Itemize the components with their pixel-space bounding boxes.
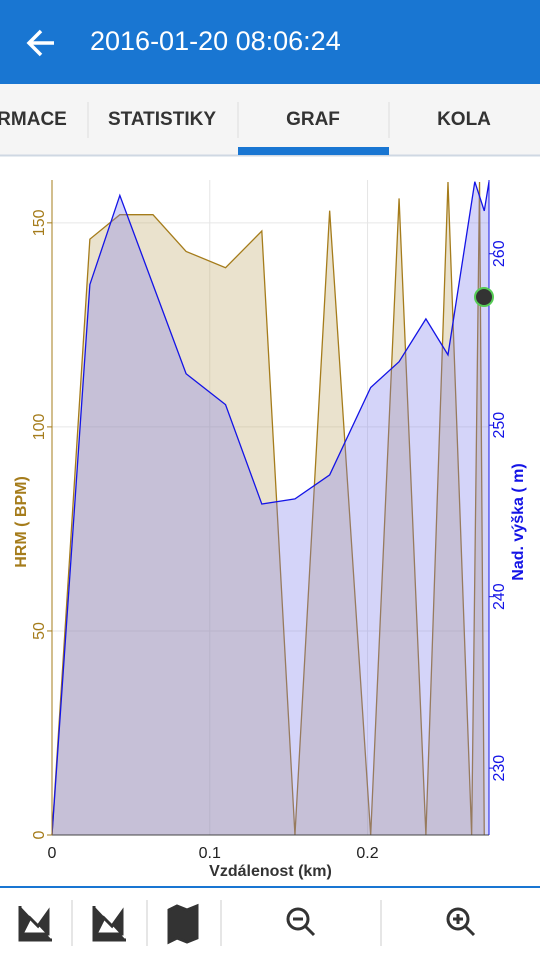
tab[interactable]: KOLA [437, 109, 491, 130]
area-fill [52, 181, 489, 835]
y2-tick-label: 240 [491, 583, 508, 610]
y-tick-label: 100 [31, 413, 48, 440]
tab[interactable]: RMACE [0, 109, 67, 130]
icon [293, 917, 316, 937]
y-axis-label: HRM ( BPM) [13, 476, 30, 568]
y-tick-label: 150 [31, 209, 48, 236]
icon [167, 903, 199, 945]
back-button[interactable] [26, 29, 54, 57]
zoom-in-button[interactable] [446, 907, 476, 937]
zoom-out-button[interactable] [286, 907, 316, 937]
chart-type-button[interactable] [18, 906, 52, 942]
y2-axis-label: Nad. výška ( m) [510, 463, 527, 580]
x-axis-label: Vzdálenost (km) [209, 863, 332, 880]
y-tick-label: 50 [31, 622, 48, 640]
cursor-marker [474, 287, 494, 307]
icon [92, 906, 126, 942]
y-tick-label: 0 [31, 830, 48, 839]
chart: 0 0.1 0.2 0 50 100 150 230 240 250 260 Vzdálenost (… [13, 180, 527, 880]
area-fill [52, 182, 485, 835]
series-line [51, 181, 490, 836]
icon [446, 907, 470, 931]
tab-bar [0, 84, 540, 155]
chart-range-button[interactable] [92, 906, 126, 942]
y2-tick-label: 250 [491, 412, 508, 439]
tab-indicator [238, 147, 389, 155]
x-tick-label: 0.1 [199, 845, 221, 862]
tab[interactable]: GRAF [286, 109, 340, 130]
header-title: 2016-01-20 08:06:24 [90, 26, 341, 56]
x-tick-label: 0.2 [356, 845, 378, 862]
y2-tick-label: 260 [491, 240, 508, 267]
back-arrow [26, 29, 54, 57]
icon [453, 914, 476, 937]
icon [18, 906, 52, 942]
x-tick-label: 0 [48, 845, 57, 862]
app-bar [0, 0, 540, 84]
map-button[interactable] [167, 903, 199, 945]
icon [286, 907, 310, 931]
y2-tick-label: 230 [491, 755, 508, 782]
series-line [51, 182, 485, 836]
tab[interactable]: STATISTIKY [108, 109, 216, 130]
